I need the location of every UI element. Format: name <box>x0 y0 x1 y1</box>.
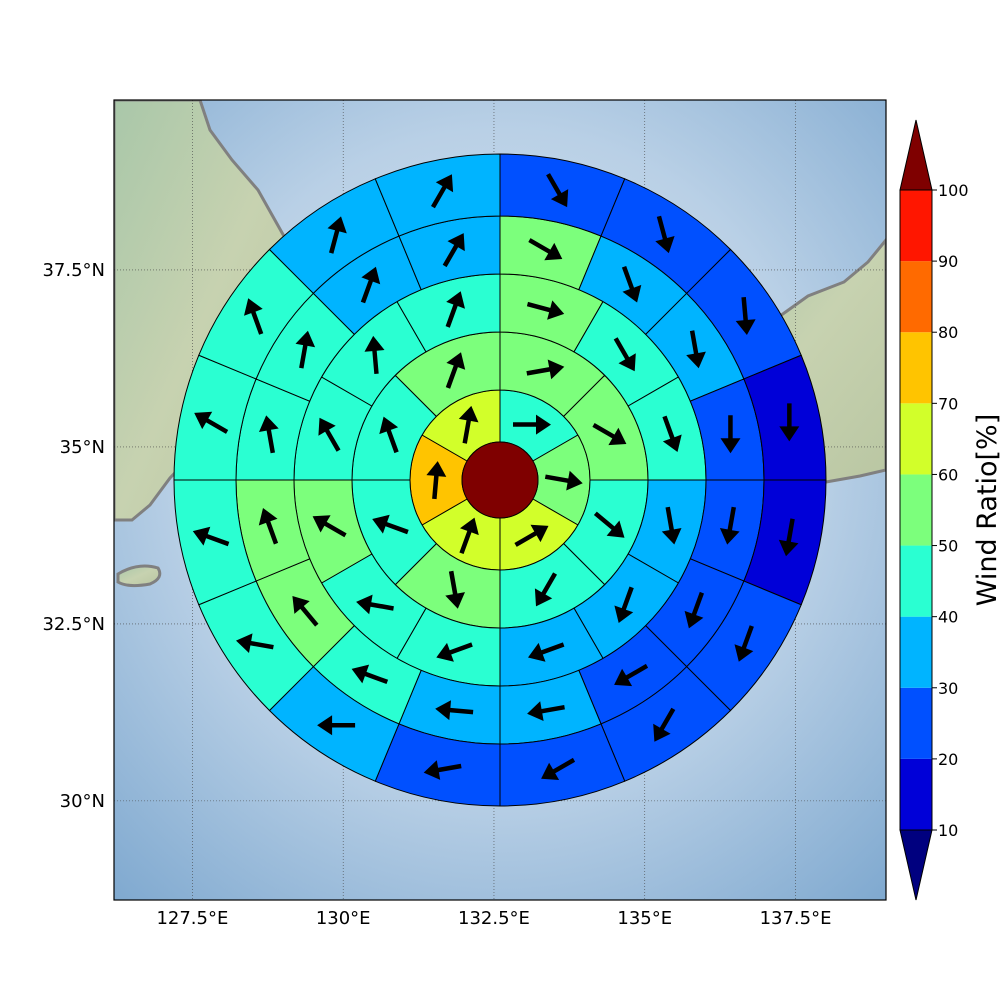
wind-arrow <box>526 359 565 380</box>
wind-arrow <box>318 417 341 452</box>
lon-tick-label: 132.5°E <box>458 908 530 929</box>
wind-arrow <box>327 216 347 254</box>
wind-arrow <box>528 642 565 662</box>
wind-sectors <box>173 153 827 807</box>
lat-tick-label: 32.5°N <box>42 614 105 635</box>
lat-tick-label: 30°N <box>60 791 105 812</box>
wind-arrow <box>258 508 279 545</box>
colorbar-under-extend <box>899 829 933 901</box>
wind-arrow <box>686 330 706 369</box>
wind-arrow <box>435 700 474 721</box>
wind-arrow <box>426 461 447 500</box>
colorbar-bin <box>900 616 932 688</box>
colorbar-tick-label: 60 <box>938 465 958 484</box>
wind-arrow <box>655 215 675 254</box>
wind-arrow <box>684 591 704 629</box>
wind-arrow <box>360 266 381 304</box>
wind-arrow <box>778 518 799 557</box>
lat-tick-label: 37.5°N <box>42 260 105 281</box>
longitude-ticks: 127.5°E 130°E 132.5°E 135°E 137.5°E <box>156 908 831 929</box>
wind-arrow <box>513 414 551 435</box>
lat-tick-label: 35°N <box>60 437 105 458</box>
wind-arrow <box>292 596 319 627</box>
lon-tick-label: 137.5°E <box>760 908 832 929</box>
colorbar-tick-label: 90 <box>938 252 958 271</box>
colorbar-bin <box>900 474 932 546</box>
wind-arrow <box>621 266 642 303</box>
wind-arrow <box>662 415 682 452</box>
map-frame <box>113 99 887 901</box>
wind-arrow <box>661 506 682 545</box>
colorbar-tick-label: 70 <box>938 394 958 413</box>
wind-arrow <box>534 572 557 607</box>
wind-arrow <box>614 663 649 687</box>
jeju-land <box>116 564 162 588</box>
colorbar-tick-label: 80 <box>938 323 958 342</box>
wind-arrow <box>720 415 741 454</box>
wind-arrow <box>423 760 462 780</box>
wind-arrow <box>442 233 465 268</box>
wind-arrow <box>372 514 409 535</box>
colorbar-bin <box>900 687 932 759</box>
wind-arrow <box>614 586 634 623</box>
lon-tick-label: 135°E <box>617 908 672 929</box>
wind-arrow <box>356 594 394 615</box>
lon-tick-label: 130°E <box>316 908 371 929</box>
colorbar: 10 20 30 40 50 60 70 80 90 100 <box>899 119 969 901</box>
colorbar-tick-label: 100 <box>938 181 969 200</box>
lon-tick-label: 127.5°E <box>156 908 228 929</box>
colorbar-frame <box>899 189 933 831</box>
wind-arrow <box>541 757 576 780</box>
wind-arrow <box>431 174 454 209</box>
center-disc <box>461 441 539 519</box>
wind-arrow <box>592 423 627 446</box>
wind-arrow <box>445 352 466 389</box>
wind-arrow <box>458 405 479 444</box>
wind-arrow <box>259 415 279 454</box>
wind-arrow <box>593 511 625 538</box>
colorbar-bin <box>900 332 932 404</box>
colorbar-tick-label: 10 <box>938 821 958 840</box>
wind-arrow <box>445 570 465 609</box>
wind-arrow <box>244 298 264 335</box>
wind-arrow <box>546 173 569 208</box>
colorbar-title: Wind Ratio[%] <box>972 414 1000 606</box>
wind-arrow <box>779 403 800 442</box>
wind-arrow <box>445 291 465 328</box>
wind-arrows <box>192 173 800 780</box>
colorbar-tick-label: 40 <box>938 608 958 627</box>
latitude-ticks: 30°N 32.5°N 35°N 37.5°N <box>42 260 105 812</box>
wind-arrow <box>734 625 754 662</box>
wind-arrow <box>194 411 229 434</box>
wind-arrow <box>379 416 399 454</box>
wind-arrow <box>653 707 676 742</box>
colorbar-tick-label: 20 <box>938 750 958 769</box>
colorbar-bin <box>900 190 932 262</box>
wind-arrow <box>544 470 583 491</box>
wind-arrow <box>436 642 473 662</box>
wind-arrow <box>295 330 316 369</box>
wind-arrow <box>719 506 740 545</box>
colorbar-bin <box>900 758 932 830</box>
wind-arrow <box>527 701 565 721</box>
wind-arrow <box>526 300 565 320</box>
colorbar-over-extend <box>899 119 933 191</box>
wind-arrow <box>236 633 274 653</box>
colorbar-bin <box>900 261 932 333</box>
wind-arrow <box>613 337 636 372</box>
colorbar-tick-label: 50 <box>938 537 958 556</box>
wind-arrow <box>459 517 479 554</box>
wind-arrow <box>528 238 563 261</box>
wind-arrow <box>364 335 385 374</box>
wind-arrow <box>192 526 230 547</box>
colorbar-tick-label: 30 <box>938 679 958 698</box>
wind-arrow <box>317 715 356 736</box>
wind-arrow <box>735 297 756 335</box>
wind-arrow <box>312 515 347 538</box>
colorbar-bin <box>900 403 932 475</box>
wind-arrow <box>351 664 389 684</box>
colorbar-bin <box>900 545 932 617</box>
wind-arrow <box>514 524 549 547</box>
